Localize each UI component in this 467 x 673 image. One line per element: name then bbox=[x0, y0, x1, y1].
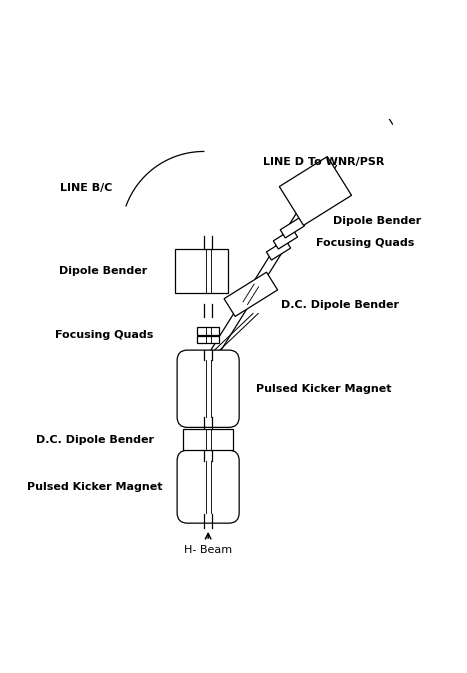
Text: Pulsed Kicker Magnet: Pulsed Kicker Magnet bbox=[27, 482, 163, 492]
Bar bbox=[273, 229, 297, 249]
Text: Dipole Bender: Dipole Bender bbox=[333, 217, 421, 226]
Bar bbox=[197, 336, 219, 343]
Bar bbox=[279, 157, 352, 225]
Bar bbox=[266, 240, 290, 260]
Text: Pulsed Kicker Magnet: Pulsed Kicker Magnet bbox=[256, 384, 391, 394]
FancyBboxPatch shape bbox=[177, 350, 239, 427]
Text: Dipole Bender: Dipole Bender bbox=[59, 267, 147, 276]
Text: D.C. Dipole Bender: D.C. Dipole Bender bbox=[281, 300, 399, 310]
Text: Focusing Quads: Focusing Quads bbox=[56, 330, 154, 340]
Text: LINE D To WNR/PSR: LINE D To WNR/PSR bbox=[262, 157, 384, 168]
Bar bbox=[197, 327, 219, 334]
FancyBboxPatch shape bbox=[177, 450, 239, 523]
Bar bbox=[280, 218, 304, 238]
Text: H- Beam: H- Beam bbox=[184, 544, 232, 555]
Bar bbox=[224, 272, 277, 316]
Text: D.C. Dipole Bender: D.C. Dipole Bender bbox=[35, 435, 154, 445]
Text: Focusing Quads: Focusing Quads bbox=[316, 238, 414, 248]
Bar bbox=[183, 429, 233, 450]
Bar bbox=[176, 250, 228, 293]
Text: LINE B/C: LINE B/C bbox=[60, 184, 113, 193]
